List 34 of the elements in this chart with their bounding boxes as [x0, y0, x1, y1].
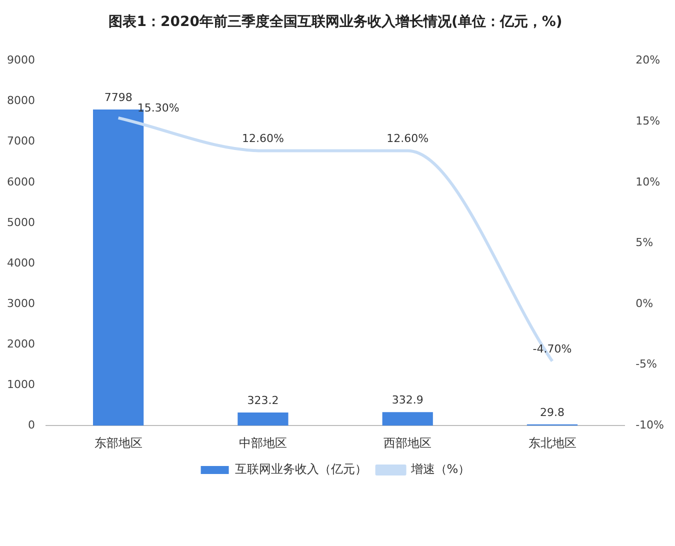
x-tick-label: 中部地区 — [238, 436, 287, 450]
data-label: 332.9 — [392, 393, 424, 406]
y-tick-label: 9000 — [6, 54, 35, 67]
x-tick-label: 东北地区 — [528, 436, 576, 450]
y-tick-label: 3000 — [6, 296, 35, 310]
data-label: 323.2 — [247, 394, 279, 407]
legend-label: 互联网业务收入（亿元） — [234, 462, 367, 476]
y-tick-label: 2000 — [6, 337, 35, 350]
data-label: 29.8 — [540, 406, 565, 419]
y2-tick-label: 0% — [636, 296, 654, 310]
data-label: 12.60% — [242, 132, 284, 146]
bar — [382, 412, 433, 426]
y2-tick-label: 20% — [636, 54, 660, 67]
y-tick-label: 1000 — [6, 378, 35, 391]
x-tick-label: 西部地区 — [384, 436, 432, 450]
data-label: -4.70% — [532, 342, 572, 356]
y2-tick-label: 15% — [636, 114, 660, 128]
y-tick-label: 5000 — [6, 216, 35, 229]
y-tick-label: 4000 — [6, 256, 35, 270]
bar — [238, 412, 288, 426]
y2-tick-label: 5% — [636, 236, 654, 250]
chart-title: 图表1：2020年前三季度全国互联网业务收入增长情况(单位：亿元，%) — [108, 13, 562, 30]
data-label: 12.60% — [386, 132, 429, 146]
y-tick-label: 8000 — [6, 94, 35, 108]
y-tick-label: 6000 — [6, 175, 35, 188]
data-label: 15.30% — [137, 101, 180, 114]
y2-tick-label: -10% — [636, 418, 664, 432]
x-tick-label: 东部地区 — [94, 436, 142, 450]
y-tick-label: 0 — [28, 418, 35, 432]
data-label: 7798 — [104, 90, 132, 104]
y2-tick-label: 10% — [636, 175, 660, 188]
y2-tick-label: -5% — [636, 358, 658, 371]
legend-label: 增速（%） — [410, 462, 470, 476]
y-tick-label: 7000 — [6, 134, 35, 148]
